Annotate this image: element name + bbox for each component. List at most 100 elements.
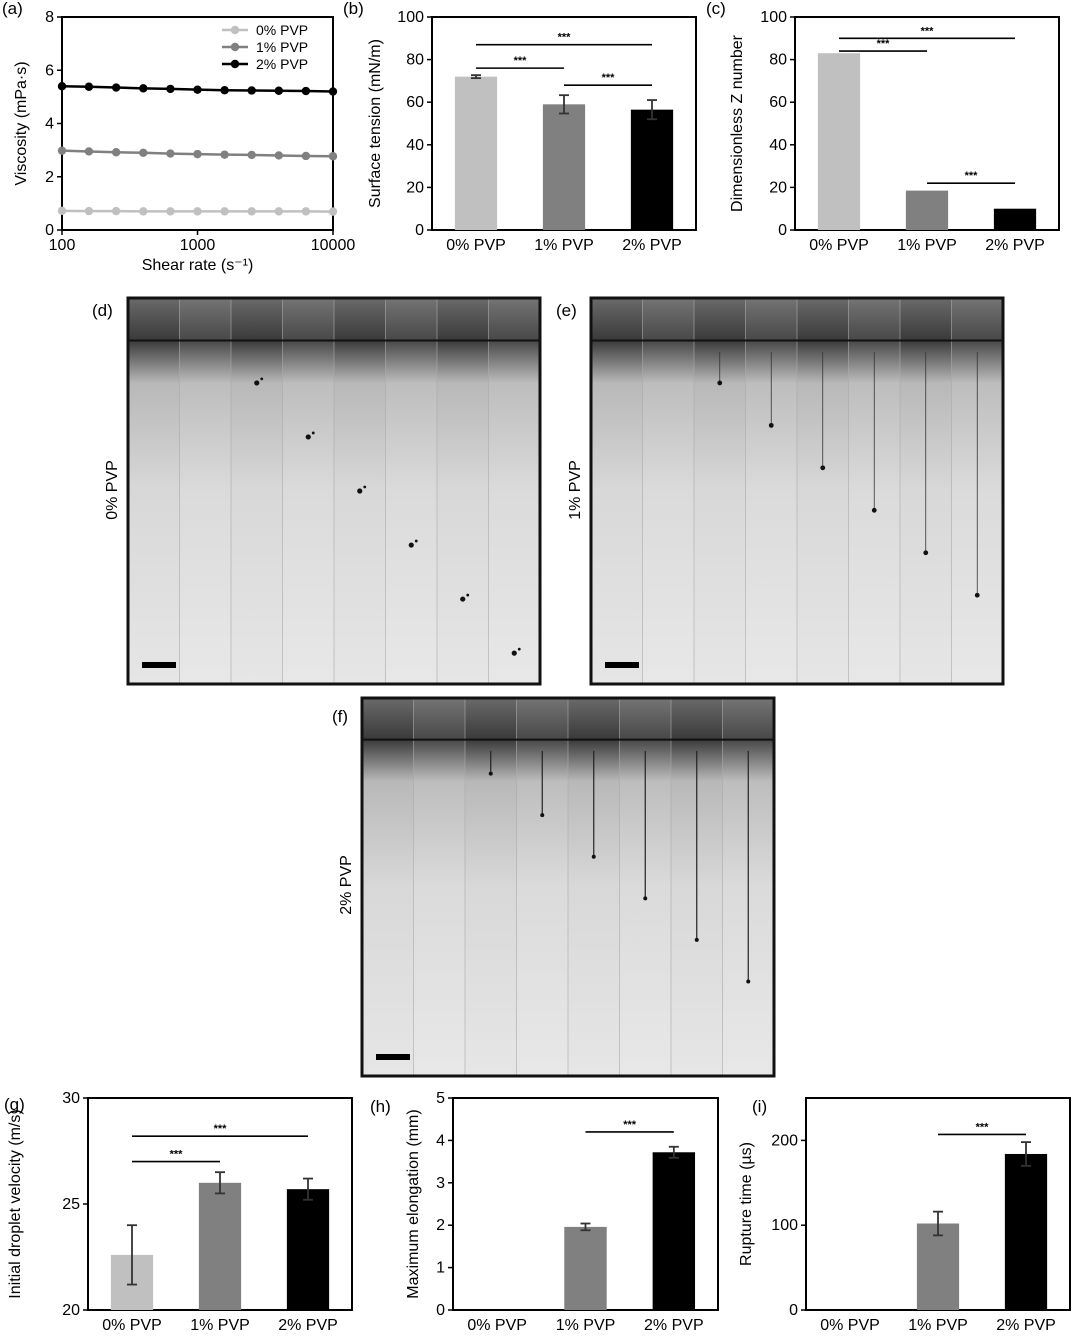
row-label-1pvp: 1% PVP [567, 460, 584, 520]
image-strip-1pvp [589, 296, 1005, 686]
panel-label-i: (i) [752, 1097, 767, 1116]
satellite-droplet [363, 485, 367, 489]
data-point [193, 85, 202, 94]
scale-bar [142, 662, 176, 668]
bar [916, 1223, 960, 1310]
data-point [274, 151, 283, 160]
data-point [247, 86, 256, 95]
bar [905, 190, 949, 230]
x-tick-label: 1% PVP [534, 237, 594, 254]
x-tick-label: 0% PVP [102, 1317, 162, 1334]
panel-label-a: (a) [2, 0, 23, 18]
chart-max-elongation: 0 1 2 3 4 5 Maximum elongation (mm) 0% PVP 1% PV… [405, 1090, 719, 1334]
satellite-droplet [517, 647, 521, 651]
significance-label: *** [976, 1121, 990, 1133]
data-point [301, 151, 311, 161]
data-point [139, 148, 148, 157]
data-point [274, 207, 283, 216]
significance-label: *** [514, 55, 528, 67]
frame-column [591, 298, 643, 684]
photo-border [360, 696, 776, 1078]
droplet [643, 896, 648, 901]
legend-marker [230, 25, 240, 35]
droplet [540, 813, 545, 818]
y-tick-label: 0 [436, 1302, 445, 1319]
y-tick-label: 4 [436, 1132, 445, 1149]
data-point [139, 207, 148, 216]
panel-label-f: (f) [332, 707, 348, 726]
bar [286, 1189, 330, 1310]
significance-label: *** [623, 1119, 637, 1131]
y-axis-title: Rupture time (µs) [738, 1142, 755, 1266]
y-tick-label: 60 [769, 94, 787, 111]
significance-label: *** [214, 1123, 228, 1135]
significance-label: *** [602, 72, 616, 84]
data-point [166, 84, 175, 94]
row-label-0pvp: 0% PVP [104, 460, 121, 520]
bar [652, 1152, 696, 1310]
y-tick-label: 100 [397, 9, 424, 26]
y-axis-title: Surface tension (mN/m) [367, 39, 384, 208]
data-point [57, 206, 67, 216]
x-tick-label: 1% PVP [190, 1317, 250, 1334]
chart-surface-tension: 0 20 40 60 80 100 Surface tension (mN/m) 0% PVP… [367, 9, 697, 254]
y-tick-label: 5 [436, 1090, 445, 1107]
frame-column [231, 298, 283, 684]
x-tick-label: 2% PVP [985, 237, 1045, 254]
data-point [139, 84, 148, 93]
data-point [84, 147, 94, 156]
data-point [57, 82, 67, 91]
bar [198, 1182, 242, 1310]
significance-label: *** [877, 38, 891, 50]
data-point [220, 207, 229, 216]
data-point [220, 150, 229, 159]
row-label-2pvp: 2% PVP [338, 855, 355, 915]
bar [564, 1226, 607, 1310]
y-tick-label: 30 [62, 1090, 80, 1107]
legend-label: 0% PVP [256, 22, 308, 38]
y-tick-label: 200 [771, 1132, 798, 1149]
frame-column [385, 298, 437, 684]
photo-border [126, 296, 542, 686]
satellite-droplet [414, 539, 418, 543]
y-tick-label: 3 [436, 1175, 445, 1192]
y-tick-label: 4 [45, 116, 54, 133]
y-tick-label: 20 [406, 179, 424, 196]
significance-label: *** [558, 32, 572, 44]
data-point [57, 146, 67, 155]
bar [542, 104, 586, 230]
satellite-droplet [466, 593, 470, 597]
panel-label-h: (h) [370, 1097, 391, 1116]
droplet [694, 937, 699, 942]
y-axis-title: Dimensionless Z number [729, 34, 746, 212]
chart-viscosity: 0 2 4 6 8 Viscosity (mPa·s) 100 1000 10000 Shear … [13, 9, 355, 274]
droplet [768, 422, 774, 428]
y-tick-label: 40 [769, 137, 787, 154]
data-point [111, 206, 121, 216]
droplet [488, 771, 493, 776]
y-tick-label: 0 [778, 222, 787, 239]
x-tick-label: 1% PVP [556, 1317, 616, 1334]
droplet [871, 507, 877, 513]
frame-column [282, 298, 334, 684]
y-tick-label: 25 [62, 1196, 80, 1213]
x-tick-label: 0% PVP [820, 1317, 880, 1334]
significance-label: *** [965, 170, 979, 182]
droplet [357, 488, 363, 494]
x-tick-label: 0% PVP [446, 237, 506, 254]
frame-column [642, 298, 694, 684]
y-axis-title: Viscosity (mPa·s) [13, 61, 30, 185]
frame-column [437, 298, 489, 684]
legend-marker [230, 42, 240, 52]
data-point [301, 207, 311, 216]
y-tick-label: 60 [406, 94, 424, 111]
image-strip-2pvp [360, 696, 776, 1078]
legend-label: 2% PVP [256, 56, 308, 72]
satellite-droplet [311, 431, 315, 435]
data-point [328, 207, 338, 216]
droplet [746, 979, 751, 984]
x-tick-label: 1% PVP [908, 1317, 968, 1334]
droplet [511, 650, 517, 656]
x-tick-label: 1000 [180, 237, 216, 254]
droplet [591, 854, 596, 859]
